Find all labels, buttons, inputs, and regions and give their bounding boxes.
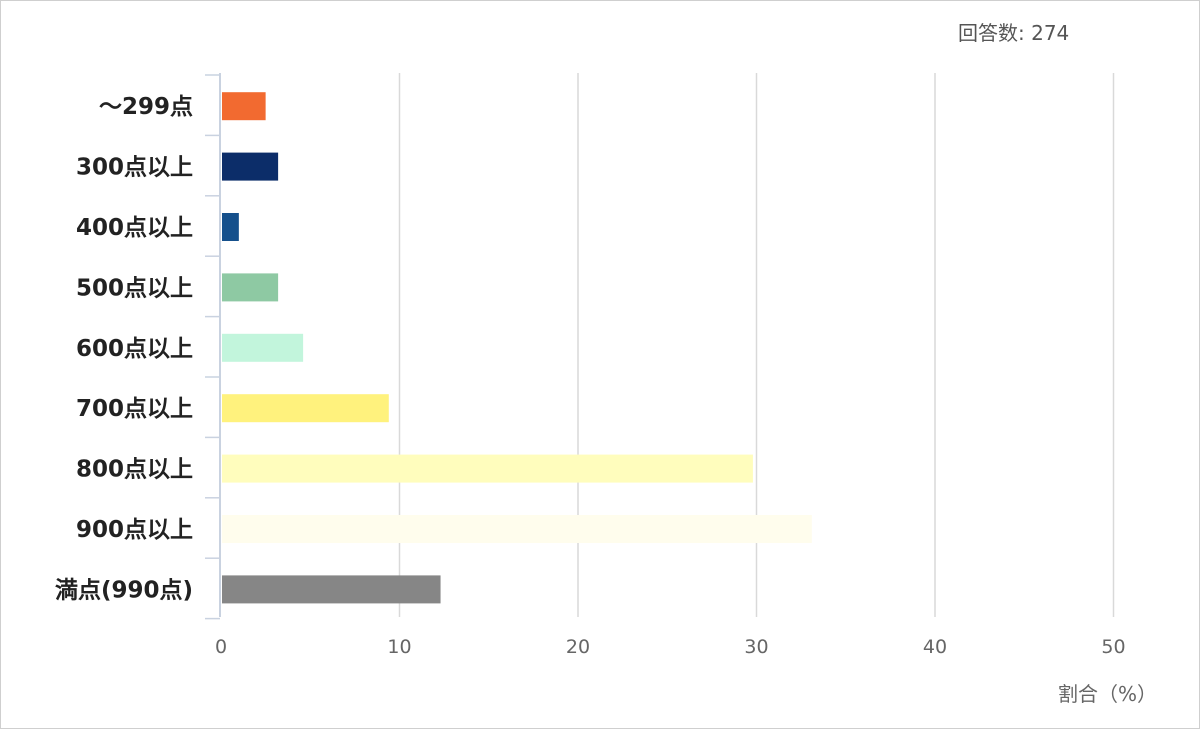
bar	[222, 575, 441, 604]
category-label: 600点以上	[76, 336, 193, 362]
x-tick-label: 40	[923, 636, 947, 658]
bar	[222, 515, 812, 543]
bar	[222, 394, 389, 423]
y-axis	[205, 73, 221, 620]
category-label: 700点以上	[76, 396, 193, 422]
x-tick-label: 0	[215, 636, 227, 658]
bars	[222, 92, 812, 604]
x-tick-label: 50	[1101, 636, 1125, 658]
category-label: 400点以上	[76, 215, 193, 241]
category-label: ～299点	[99, 94, 193, 120]
response-count-value: 274	[1031, 21, 1070, 45]
x-axis-title: 割合（%）	[1058, 682, 1158, 706]
bar	[222, 92, 266, 121]
response-count: 回答数: 274	[958, 17, 1069, 46]
category-labels: ～299点 300点以上 400点以上 500点以上 600点以上 700点以上 800点以…	[55, 94, 193, 603]
bar	[222, 333, 304, 362]
x-tick-labels: 0 10 20 30 40 50	[215, 636, 1126, 658]
bar	[222, 273, 279, 302]
category-label: 300点以上	[76, 155, 193, 181]
category-label: 800点以上	[76, 457, 193, 483]
response-count-label: 回答数:	[958, 21, 1032, 45]
category-label: 満点(990点)	[55, 577, 193, 603]
bar	[222, 213, 239, 241]
x-tick-label: 30	[744, 636, 768, 658]
bar	[222, 152, 279, 181]
bar	[222, 454, 753, 483]
x-tick-label: 10	[387, 636, 411, 658]
category-label: 500点以上	[76, 275, 193, 301]
x-tick-label: 20	[566, 636, 590, 658]
category-label: 900点以上	[76, 517, 193, 543]
